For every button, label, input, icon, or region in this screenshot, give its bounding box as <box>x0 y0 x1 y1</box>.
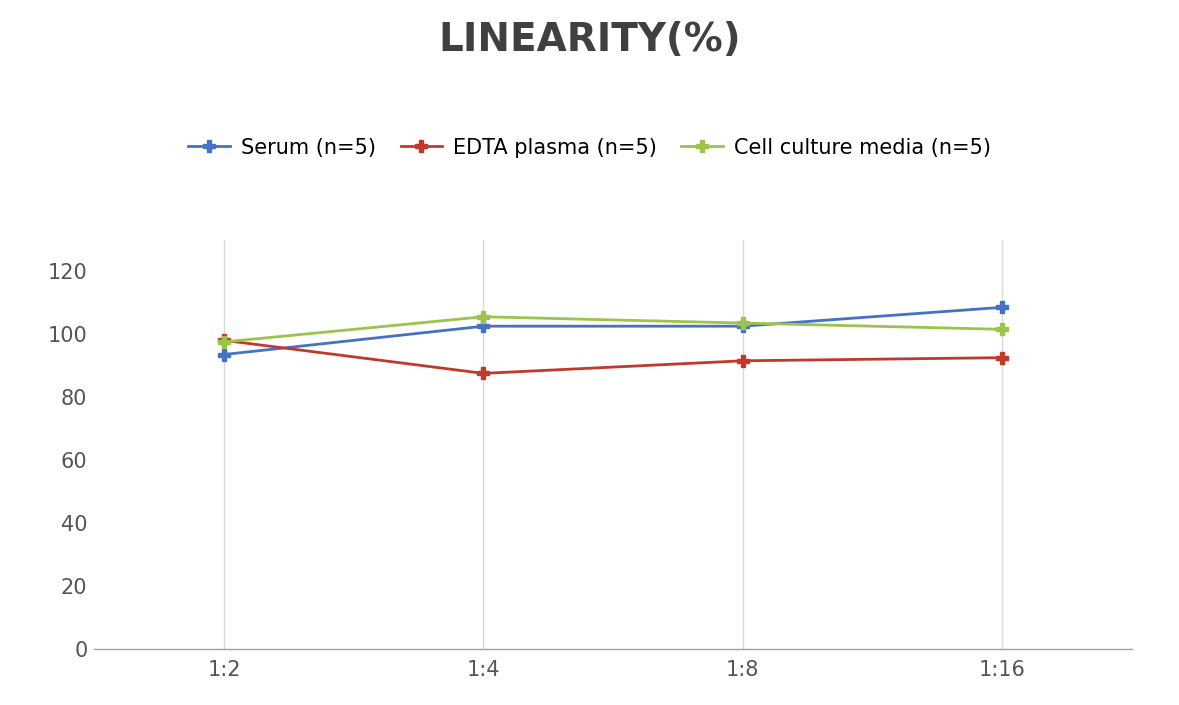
Legend: Serum (n=5), EDTA plasma (n=5), Cell culture media (n=5): Serum (n=5), EDTA plasma (n=5), Cell cul… <box>189 137 990 158</box>
Text: LINEARITY(%): LINEARITY(%) <box>439 21 740 59</box>
